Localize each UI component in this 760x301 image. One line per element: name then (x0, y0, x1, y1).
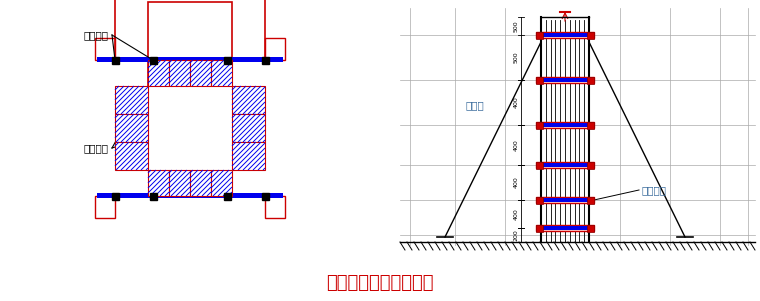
Bar (536, 122, 594, 128)
Bar (536, 197, 543, 204)
Bar (223, 193, 230, 200)
Text: 400: 400 (514, 208, 519, 220)
Bar (115, 0, 265, 60)
Bar (95, 38, 115, 60)
Bar (148, 60, 169, 86)
Bar (148, 170, 169, 196)
Bar (536, 32, 543, 39)
Text: 500: 500 (514, 20, 519, 32)
Text: 400: 400 (514, 139, 519, 151)
Bar (538, 78, 592, 82)
Bar (97, 57, 283, 62)
Bar (190, 170, 211, 196)
Bar (261, 193, 268, 200)
Bar (211, 170, 232, 196)
Text: 柱模板安装支撑示意图: 柱模板安装支撑示意图 (326, 274, 434, 292)
Bar (169, 170, 190, 196)
Bar (148, 2, 232, 86)
Bar (112, 57, 119, 64)
Bar (150, 57, 157, 64)
Text: 500: 500 (514, 52, 519, 63)
Bar (536, 225, 594, 231)
Bar (538, 33, 592, 37)
Text: 400: 400 (514, 177, 519, 188)
Bar (115, 142, 148, 170)
Bar (232, 142, 265, 170)
Bar (265, 38, 285, 60)
Bar (538, 226, 592, 230)
Text: 对拉螺杆: 对拉螺杆 (83, 30, 108, 40)
Bar (536, 162, 543, 169)
Text: 槽钢抱箍: 槽钢抱箍 (641, 185, 666, 195)
Bar (232, 114, 265, 142)
Bar (538, 123, 592, 127)
Bar (115, 114, 148, 142)
Bar (587, 122, 594, 129)
Bar (536, 225, 543, 232)
Bar (150, 193, 157, 200)
Bar (587, 197, 594, 204)
Bar (97, 193, 283, 198)
Bar (232, 86, 265, 114)
Bar (95, 196, 115, 218)
Bar (536, 162, 594, 168)
Text: 400: 400 (514, 97, 519, 108)
Bar (261, 57, 268, 64)
Bar (536, 197, 594, 203)
Text: 槽钢抱箍: 槽钢抱箍 (83, 143, 108, 153)
Bar (587, 162, 594, 169)
Bar (587, 32, 594, 39)
Text: 200: 200 (514, 229, 519, 241)
Bar (536, 122, 543, 129)
Bar (190, 60, 211, 86)
Bar (536, 77, 594, 83)
Bar (169, 60, 190, 86)
Bar (112, 193, 119, 200)
Bar (265, 196, 285, 218)
Bar (587, 225, 594, 232)
Bar (587, 77, 594, 84)
Bar (223, 57, 230, 64)
Bar (536, 77, 543, 84)
Bar (536, 32, 594, 38)
Text: 满堂架: 满堂架 (466, 100, 484, 110)
Bar (115, 86, 148, 114)
Bar (538, 198, 592, 202)
Bar (538, 163, 592, 167)
Bar (211, 60, 232, 86)
